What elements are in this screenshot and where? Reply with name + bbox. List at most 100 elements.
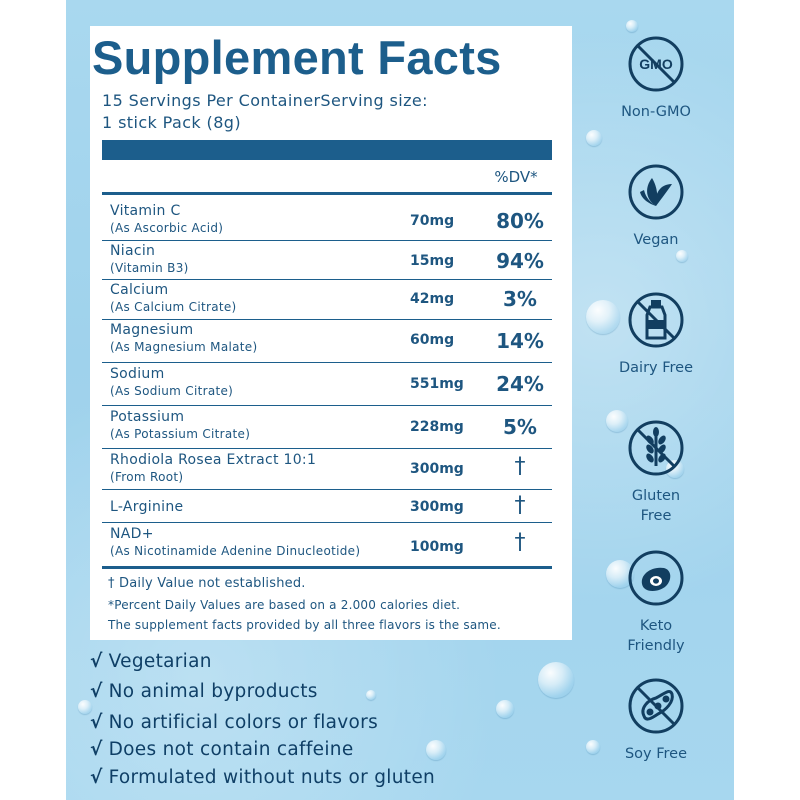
badge-label: Soy Free bbox=[624, 746, 688, 762]
milk-bottle-crossed-icon bbox=[628, 292, 684, 348]
serving-info: 15 Servings Per ContainerServing size: 1… bbox=[102, 90, 542, 134]
nutrient-source: (As Nicotinamide Adenine Dinucleotide) bbox=[110, 544, 361, 558]
nutrient-source: (As Ascorbic Acid) bbox=[110, 221, 224, 235]
divider bbox=[102, 566, 552, 569]
badge-gluten-free: Gluten Free bbox=[596, 418, 716, 526]
nutrient-source: (As Calcium Citrate) bbox=[110, 300, 237, 314]
divider bbox=[102, 279, 552, 280]
divider bbox=[102, 448, 552, 449]
checklist-item: √ No animal byproducts bbox=[90, 681, 318, 702]
nutrient-source: (As Sodium Citrate) bbox=[110, 384, 234, 398]
divider bbox=[102, 489, 552, 490]
nutrient-name: L-Arginine bbox=[110, 499, 184, 515]
nutrient-amount: 551mg bbox=[410, 376, 464, 392]
badge-dairy-free: Dairy Free bbox=[596, 290, 716, 378]
badge-label: Non-GMO bbox=[621, 104, 691, 120]
divider bbox=[102, 319, 552, 320]
badge-label-line: Gluten bbox=[631, 488, 681, 504]
checklist-text: Formulated without nuts or gluten bbox=[108, 767, 436, 788]
nutrient-dv: 14% bbox=[496, 329, 544, 353]
badge-vegan: Vegan bbox=[596, 162, 716, 250]
nutrient-dv: † bbox=[514, 530, 526, 555]
nutrient-amount: 15mg bbox=[410, 253, 455, 269]
nutrient-amount: 100mg bbox=[410, 539, 464, 555]
badge-label-line: Free bbox=[640, 508, 672, 524]
gmo-crossed-icon: GMO bbox=[628, 36, 684, 92]
nutrient-source: (As Magnesium Malate) bbox=[110, 340, 258, 354]
soybean-crossed-icon bbox=[628, 678, 684, 734]
nutrient-name: Niacin bbox=[110, 243, 156, 259]
nutrient-dv: † bbox=[514, 493, 526, 518]
nutrient-name: Vitamin C bbox=[110, 203, 181, 219]
nutrient-dv: † bbox=[514, 454, 526, 479]
nutrient-dv: 24% bbox=[496, 372, 544, 396]
checklist-text: Vegetarian bbox=[108, 651, 212, 672]
water-droplet bbox=[78, 700, 92, 714]
check-mark-icon: √ bbox=[90, 651, 103, 672]
badge-label: Keto Friendly bbox=[596, 616, 716, 656]
badge-non-gmo: GMO Non-GMO bbox=[596, 34, 716, 122]
badge-label: Vegan bbox=[633, 232, 679, 248]
check-mark-icon: √ bbox=[90, 767, 103, 788]
checklist-text: Does not contain caffeine bbox=[108, 739, 354, 760]
nutrient-name: Magnesium bbox=[110, 322, 194, 338]
water-droplet bbox=[538, 662, 574, 698]
servings-per-container: 15 Servings Per ContainerServing size: bbox=[102, 91, 428, 110]
nutrient-name: NAD+ bbox=[110, 526, 154, 542]
checklist-item: √ Formulated without nuts or gluten bbox=[90, 767, 435, 788]
badge-label: Gluten Free bbox=[596, 486, 716, 526]
divider bbox=[102, 362, 552, 363]
nutrient-amount: 228mg bbox=[410, 419, 464, 435]
avocado-icon bbox=[628, 550, 684, 606]
nutrient-dv: 5% bbox=[503, 415, 537, 439]
footnote-dagger: † Daily Value not established. bbox=[108, 576, 306, 591]
leaf-icon bbox=[628, 164, 684, 220]
checklist-text: No artificial colors or flavors bbox=[108, 712, 379, 733]
footnote-flavors: The supplement facts provided by all thr… bbox=[108, 618, 501, 632]
check-mark-icon: √ bbox=[90, 712, 103, 733]
check-mark-icon: √ bbox=[90, 681, 103, 702]
divider bbox=[102, 192, 552, 195]
water-droplet bbox=[366, 690, 376, 700]
header-bar bbox=[102, 140, 552, 160]
divider bbox=[102, 522, 552, 523]
nutrient-amount: 300mg bbox=[410, 499, 464, 515]
serving-size: 1 stick Pack (8g) bbox=[102, 113, 241, 132]
nutrient-name: Calcium bbox=[110, 282, 169, 298]
checklist-item: √ Does not contain caffeine bbox=[90, 739, 354, 760]
dv-column-header: %DV* bbox=[494, 168, 538, 186]
nutrient-amount: 300mg bbox=[410, 461, 464, 477]
wheat-crossed-icon bbox=[628, 420, 684, 476]
checklist-item: √ No artificial colors or flavors bbox=[90, 712, 378, 733]
supplement-facts-panel bbox=[90, 26, 572, 640]
water-droplet bbox=[586, 130, 602, 146]
water-droplet bbox=[496, 700, 514, 718]
nutrient-source: (From Root) bbox=[110, 470, 184, 484]
check-mark-icon: √ bbox=[90, 739, 103, 760]
divider bbox=[102, 240, 552, 241]
nutrient-dv: 3% bbox=[503, 287, 537, 311]
footnote-percent: *Percent Daily Values are based on a 2.0… bbox=[108, 598, 461, 612]
nutrient-dv: 94% bbox=[496, 249, 544, 273]
badge-soy-free: Soy Free bbox=[596, 676, 716, 764]
badge-label-line: Keto bbox=[639, 618, 673, 634]
water-droplet bbox=[676, 250, 688, 262]
water-droplet bbox=[606, 410, 628, 432]
nutrient-amount: 42mg bbox=[410, 291, 455, 307]
nutrient-name: Rhodiola Rosea Extract 10:1 bbox=[110, 452, 317, 468]
checklist-item: √ Vegetarian bbox=[90, 651, 212, 672]
nutrient-amount: 70mg bbox=[410, 213, 455, 229]
nutrient-source: (Vitamin B3) bbox=[110, 261, 189, 275]
nutrient-amount: 60mg bbox=[410, 332, 455, 348]
badge-label: Dairy Free bbox=[618, 360, 693, 376]
water-droplet bbox=[426, 740, 446, 760]
badge-keto-friendly: Keto Friendly bbox=[596, 548, 716, 656]
nutrient-source: (As Potassium Citrate) bbox=[110, 427, 251, 441]
water-droplet bbox=[626, 20, 638, 32]
water-droplet bbox=[586, 740, 600, 754]
badge-label-line: Friendly bbox=[627, 638, 685, 654]
water-droplet bbox=[586, 300, 620, 334]
nutrient-dv: 80% bbox=[496, 209, 544, 233]
divider bbox=[102, 405, 552, 406]
nutrient-name: Potassium bbox=[110, 409, 185, 425]
